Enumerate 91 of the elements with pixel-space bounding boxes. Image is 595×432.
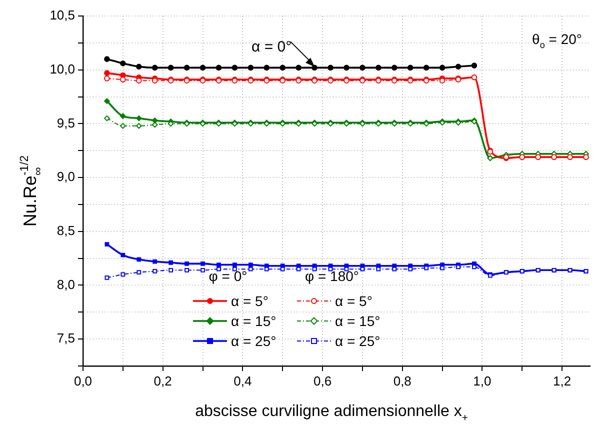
x-tick-label: 0,8: [393, 373, 412, 388]
legend-label: α = 5°: [335, 293, 372, 309]
y-tick-label: 8,5: [56, 222, 75, 238]
point: [392, 266, 397, 272]
point: [104, 70, 110, 76]
point: [104, 98, 110, 104]
point: [376, 266, 381, 272]
annotation: φ = 0°: [208, 268, 248, 284]
point: [216, 262, 221, 267]
point: [168, 64, 174, 71]
point: [328, 64, 334, 71]
y-tick-label: 10,0: [50, 61, 75, 76]
x-tick-label: 0,0: [74, 373, 92, 388]
legend-label: α = 15°: [335, 313, 380, 329]
point: [152, 118, 158, 124]
point: [184, 261, 189, 266]
point: [104, 56, 110, 62]
point: [136, 257, 142, 262]
annotation: α = 0°: [251, 38, 292, 56]
point: [232, 262, 237, 267]
legend-label: α = 5°: [231, 293, 268, 309]
point: [391, 64, 398, 71]
point: [248, 64, 254, 71]
point: [184, 64, 190, 71]
x-tick-label: 0,6: [313, 373, 332, 388]
legend-label: α = 15°: [231, 313, 276, 329]
point: [120, 272, 126, 277]
point: [455, 64, 462, 70]
point: [104, 242, 110, 247]
legend-label: α = 25°: [335, 333, 380, 349]
x-tick-label: 0,2: [154, 373, 172, 388]
point: [216, 266, 221, 272]
point: [120, 122, 126, 129]
point: [104, 275, 110, 280]
point: [232, 266, 237, 272]
point: [136, 64, 142, 70]
point: [200, 64, 206, 71]
point: [296, 266, 301, 272]
point: [136, 122, 142, 129]
y-tick-label: 9,5: [56, 115, 75, 130]
point: [423, 64, 430, 71]
point: [264, 64, 270, 71]
point: [312, 266, 317, 272]
point: [200, 261, 205, 266]
point: [120, 252, 126, 258]
x-axis-title: abscisse curviligne adimensionnelle x+: [195, 403, 468, 424]
point: [360, 266, 365, 272]
y-axis-title: Nu.Re∞-1/2: [18, 155, 44, 227]
point: [136, 115, 142, 122]
point: [248, 266, 253, 272]
y-tick-label: 10,5: [50, 8, 75, 23]
point: [152, 269, 158, 274]
point: [120, 113, 126, 120]
x-tick-label: 1,2: [553, 373, 572, 388]
y-tick-label: 9,0: [56, 169, 75, 184]
point: [280, 266, 285, 272]
point: [439, 64, 446, 71]
point: [168, 260, 174, 265]
point: [120, 60, 126, 66]
point: [168, 268, 174, 272]
point: [200, 268, 205, 272]
point: [280, 64, 286, 71]
point: [216, 64, 222, 71]
annotation: φ = 180°: [305, 268, 360, 284]
x-tick-label: 1,0: [473, 373, 492, 388]
point: [344, 266, 349, 272]
point: [152, 64, 158, 71]
y-tick-label: 8,0: [56, 276, 75, 292]
point: [472, 264, 476, 270]
point: [232, 64, 238, 71]
point: [471, 62, 478, 68]
point: [104, 76, 110, 82]
y-tick-label: 7,5: [56, 330, 75, 346]
point: [248, 262, 253, 267]
point: [104, 115, 110, 122]
point: [136, 270, 142, 275]
point: [344, 64, 350, 71]
point: [328, 266, 333, 272]
point: [408, 266, 413, 272]
point: [407, 64, 414, 71]
point: [120, 76, 126, 82]
point: [184, 268, 189, 272]
point: [312, 64, 318, 71]
x-tick-label: 0,4: [234, 373, 252, 388]
point: [360, 64, 366, 71]
point: [376, 64, 382, 71]
point: [152, 259, 158, 264]
legend-label: α = 25°: [231, 333, 276, 349]
point: [264, 266, 269, 272]
point: [296, 64, 302, 71]
point: [440, 266, 444, 270]
